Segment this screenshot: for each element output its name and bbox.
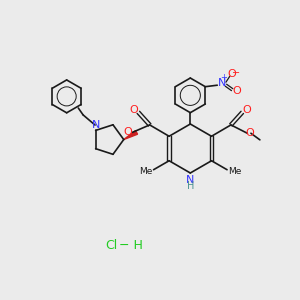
Text: O: O: [245, 128, 254, 138]
Text: − H: − H: [119, 239, 142, 252]
Text: H: H: [187, 181, 194, 190]
Text: N: N: [186, 175, 194, 184]
Text: N: N: [92, 120, 100, 130]
Text: O: O: [232, 86, 241, 96]
Text: O: O: [130, 105, 138, 115]
Text: +: +: [220, 73, 227, 82]
Polygon shape: [124, 130, 138, 140]
Text: O: O: [242, 105, 251, 115]
Text: O: O: [227, 69, 236, 79]
Text: Cl: Cl: [105, 239, 117, 252]
Text: N: N: [218, 78, 226, 88]
Text: O: O: [124, 128, 132, 137]
Text: −: −: [232, 68, 240, 78]
Text: Me: Me: [228, 167, 241, 176]
Text: Me: Me: [140, 167, 153, 176]
